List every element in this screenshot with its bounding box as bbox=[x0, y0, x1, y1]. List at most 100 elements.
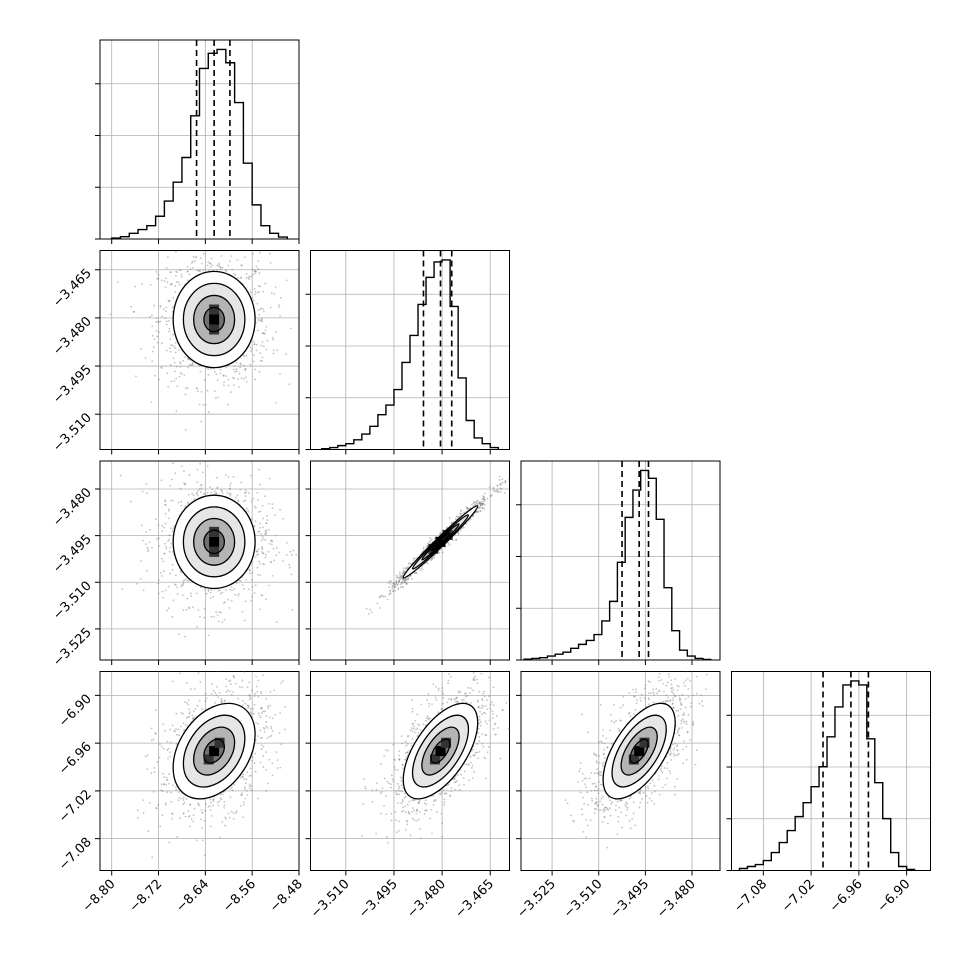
sample-point bbox=[255, 549, 258, 552]
sample-point bbox=[477, 700, 480, 703]
sample-point bbox=[258, 468, 261, 471]
sample-point bbox=[180, 500, 183, 503]
sample-point bbox=[218, 611, 221, 613]
sample-point bbox=[180, 373, 183, 376]
sample-point bbox=[239, 579, 242, 582]
contour-line bbox=[172, 494, 256, 590]
sample-point bbox=[184, 483, 187, 486]
sample-point bbox=[196, 387, 199, 390]
sample-point bbox=[240, 276, 243, 279]
sample-point bbox=[170, 800, 173, 803]
sample-point bbox=[186, 579, 189, 582]
sample-point bbox=[225, 691, 228, 693]
sample-point bbox=[184, 356, 187, 359]
sample-point bbox=[253, 762, 256, 764]
sample-point bbox=[407, 577, 409, 580]
sample-point bbox=[167, 585, 170, 588]
sample-point bbox=[386, 841, 389, 844]
sample-point bbox=[403, 571, 405, 574]
sample-point bbox=[154, 709, 157, 712]
density-cell bbox=[214, 737, 225, 748]
sample-point bbox=[246, 794, 249, 796]
sample-point bbox=[151, 546, 153, 549]
sample-point bbox=[225, 269, 228, 272]
sample-point bbox=[187, 358, 189, 360]
sample-point bbox=[422, 548, 425, 550]
sample-point bbox=[397, 787, 400, 790]
sample-point bbox=[188, 607, 190, 610]
sample-point bbox=[243, 786, 246, 789]
sample-point bbox=[478, 501, 481, 504]
sample-point bbox=[483, 690, 486, 693]
sample-point bbox=[259, 716, 262, 719]
sample-point bbox=[249, 787, 252, 790]
sample-point bbox=[204, 803, 207, 805]
sample-point bbox=[201, 212, 203, 214]
sample-point bbox=[271, 717, 274, 720]
sample-point bbox=[270, 734, 273, 737]
contour-line bbox=[172, 270, 256, 369]
sample-point bbox=[470, 767, 473, 769]
sample-point bbox=[242, 775, 244, 778]
sample-point bbox=[257, 260, 260, 263]
sample-point bbox=[288, 383, 291, 386]
sample-point bbox=[153, 304, 155, 307]
sample-point bbox=[223, 602, 225, 605]
sample-point bbox=[261, 707, 263, 709]
sample-point bbox=[261, 356, 264, 359]
sample-point bbox=[156, 341, 159, 344]
sample-point bbox=[168, 300, 171, 303]
sample-point bbox=[212, 804, 215, 807]
sample-point bbox=[170, 344, 172, 346]
sample-point bbox=[130, 305, 133, 308]
scatter-0-3-frame bbox=[99, 671, 300, 871]
sample-point bbox=[457, 533, 460, 535]
sample-point bbox=[157, 803, 160, 806]
sample-point bbox=[278, 306, 281, 308]
sample-point bbox=[242, 364, 245, 367]
sample-point bbox=[224, 375, 227, 377]
sample-point bbox=[256, 302, 259, 305]
sample-point bbox=[163, 776, 165, 779]
sample-point bbox=[498, 475, 501, 478]
sample-point bbox=[379, 792, 382, 795]
sample-point bbox=[399, 586, 402, 589]
sample-point bbox=[196, 491, 198, 494]
sample-point bbox=[225, 685, 228, 688]
sample-point bbox=[483, 507, 486, 510]
contour-line bbox=[172, 702, 256, 800]
sample-point bbox=[229, 482, 232, 485]
sample-point bbox=[245, 778, 248, 781]
sample-point bbox=[409, 562, 412, 565]
sample-point bbox=[457, 515, 460, 518]
sample-point bbox=[169, 347, 171, 350]
sample-point bbox=[234, 594, 237, 596]
sample-point bbox=[171, 344, 174, 347]
sample-point bbox=[219, 368, 222, 371]
sample-point bbox=[253, 343, 256, 345]
sample-point bbox=[171, 616, 174, 618]
sample-point bbox=[477, 706, 480, 709]
sample-point bbox=[244, 788, 246, 790]
sample-point bbox=[224, 601, 226, 603]
contour-line bbox=[192, 294, 236, 345]
histogram-panel-1 bbox=[305, 250, 510, 455]
sample-point bbox=[157, 592, 160, 595]
sample-point bbox=[232, 812, 235, 815]
sample-point bbox=[279, 766, 282, 769]
sample-point bbox=[187, 366, 190, 369]
sample-point bbox=[230, 241, 232, 243]
sample-point bbox=[256, 491, 259, 494]
sample-point bbox=[156, 335, 159, 338]
sample-point bbox=[418, 724, 421, 727]
sample-point bbox=[398, 576, 400, 579]
sample-point bbox=[251, 759, 254, 762]
sample-point bbox=[261, 535, 264, 538]
sample-point bbox=[215, 492, 218, 495]
sample-point bbox=[275, 554, 278, 557]
sample-point bbox=[466, 507, 469, 510]
sample-point bbox=[273, 689, 276, 692]
sample-point bbox=[217, 589, 220, 592]
sample-point bbox=[152, 790, 155, 793]
sample-point bbox=[404, 792, 406, 795]
